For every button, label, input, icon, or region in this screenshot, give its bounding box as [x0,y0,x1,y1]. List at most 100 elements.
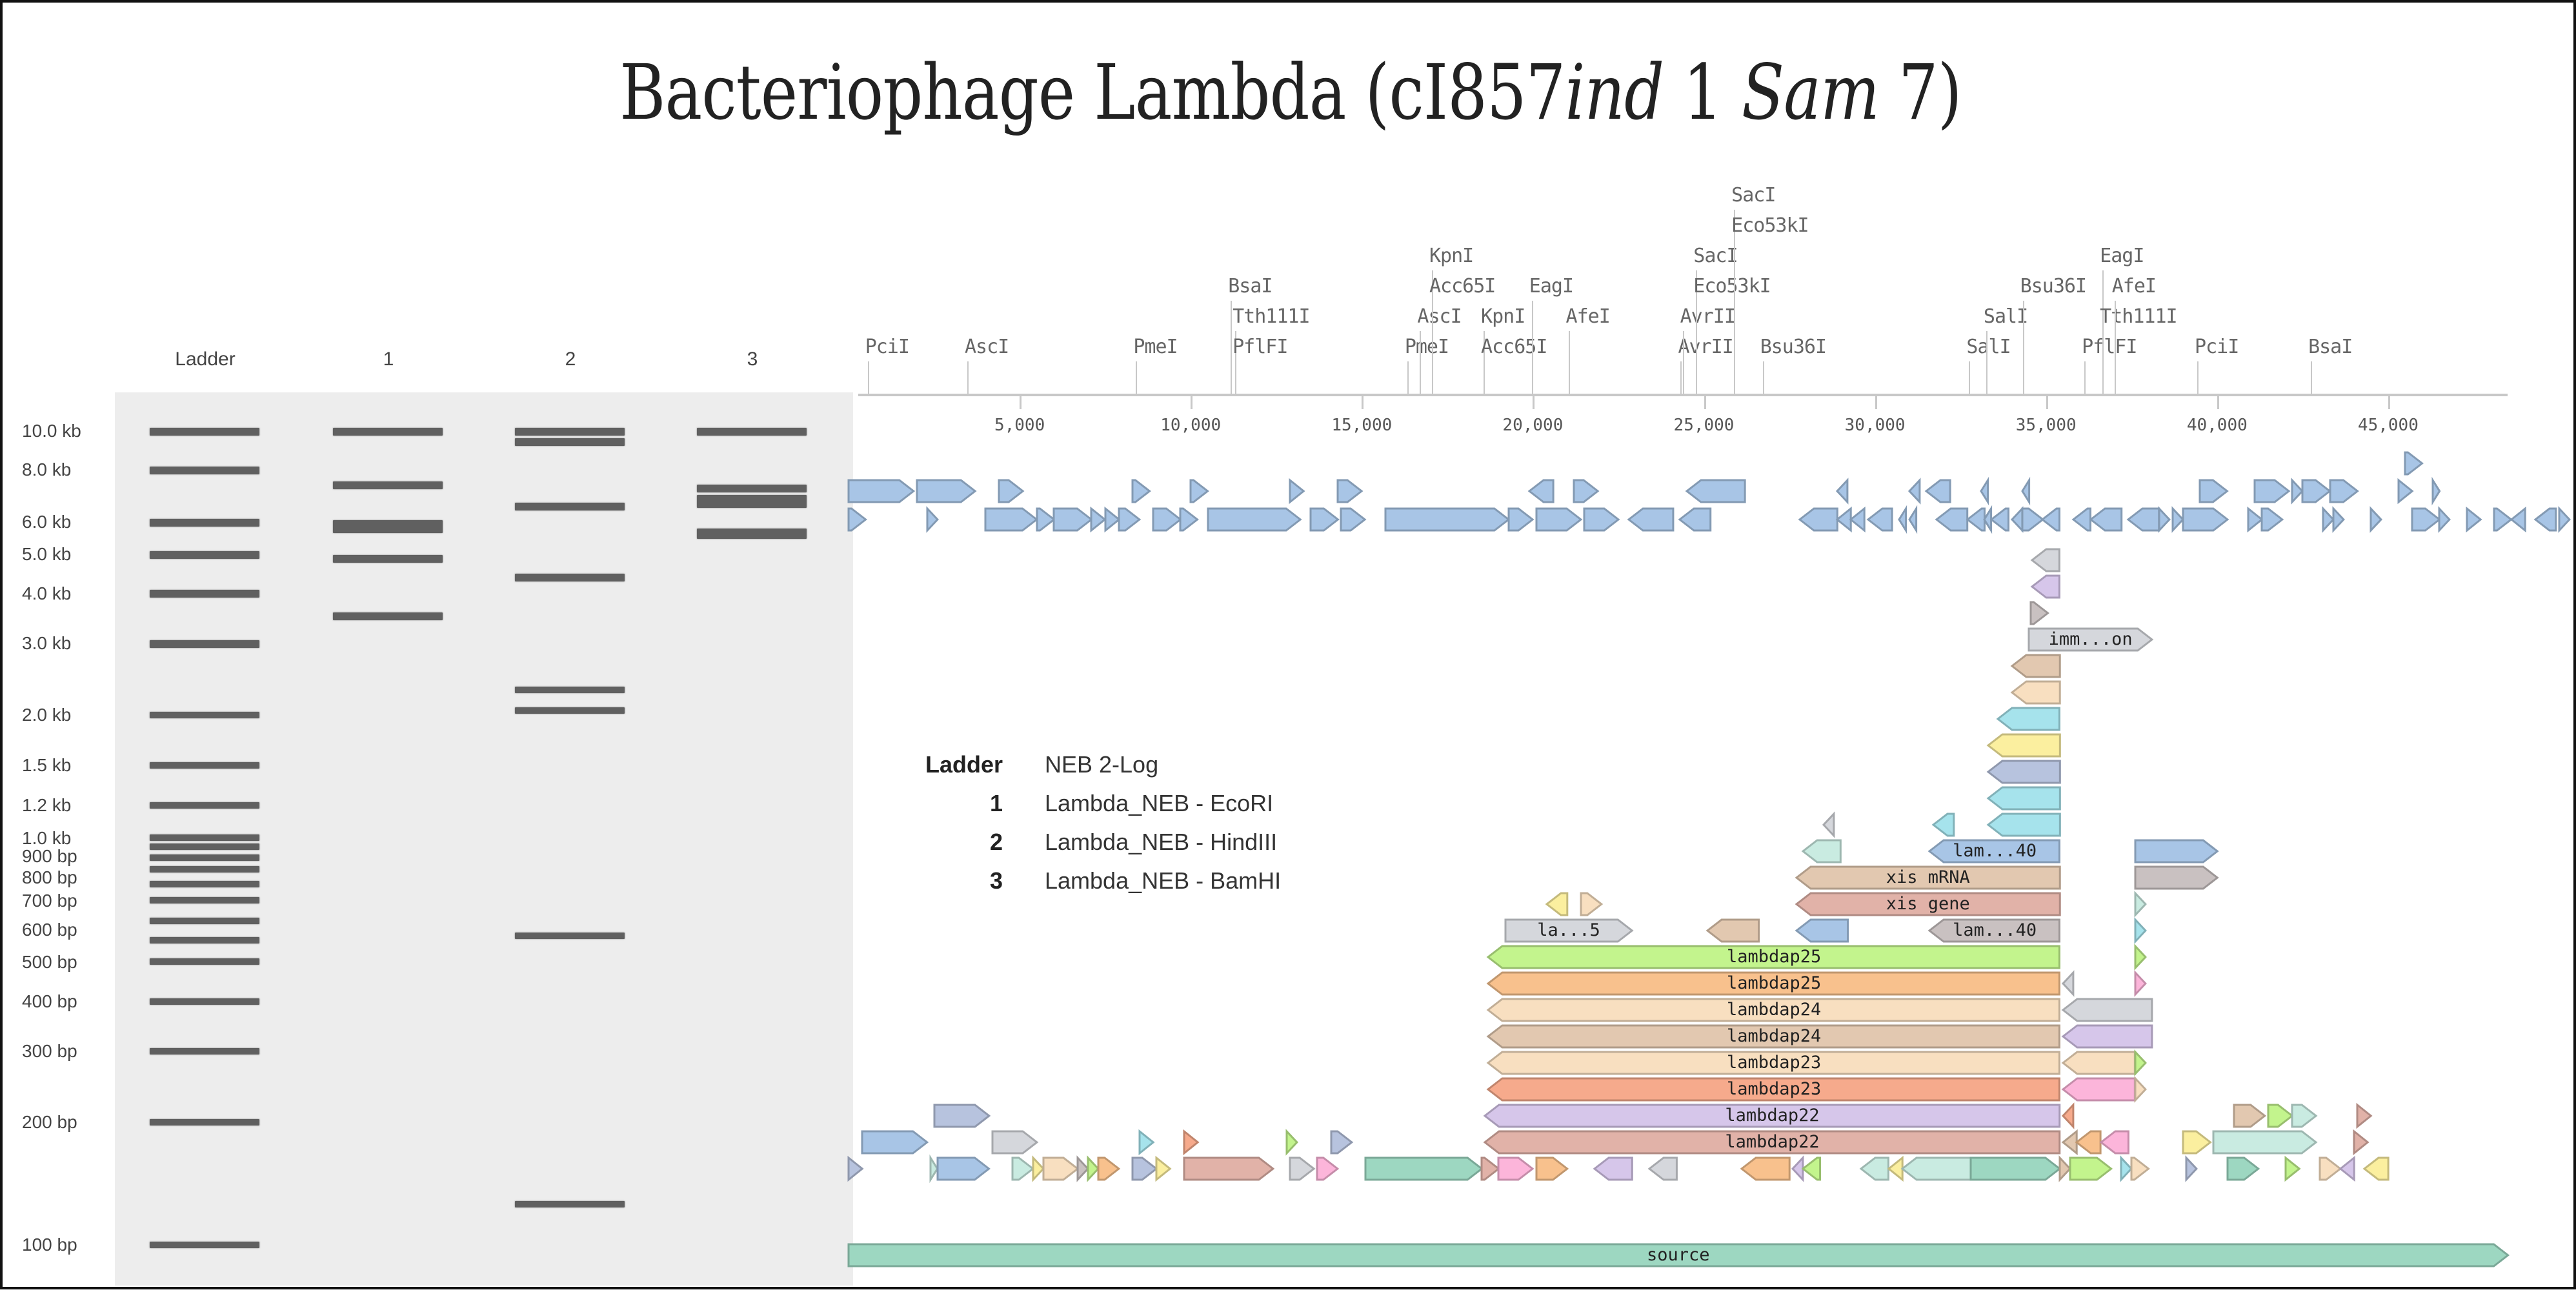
feature-lambdap24[interactable]: lambdap24 [1487,1024,2061,1049]
feature-arrow[interactable] [2182,1130,2212,1155]
feature-arrow[interactable] [1647,1156,1678,1181]
feature-arrow[interactable] [1801,839,1842,863]
feature-arrow[interactable] [2404,451,2424,476]
feature-arrow[interactable] [2126,507,2160,532]
feature-arrow[interactable] [2031,548,2061,572]
feature-arrow[interactable] [2158,506,2171,533]
feature-arrow[interactable] [1866,507,1893,532]
feature-arrow[interactable] [2558,506,2571,533]
feature-arrow[interactable] [2212,1130,2318,1155]
feature-arrow[interactable] [2029,601,2049,625]
feature-arrow[interactable] [1678,507,1712,532]
feature-arrow[interactable] [847,479,916,503]
feature-arrow[interactable] [2233,1104,2267,1128]
feature-arrow[interactable] [1152,507,1182,532]
feature-arrow[interactable] [1986,813,2061,837]
feature-arrow[interactable] [2061,1077,2137,1102]
feature-arrow[interactable] [2062,1102,2075,1129]
feature-arrow[interactable] [2134,1049,2147,1076]
feature-arrow[interactable] [2431,476,2441,506]
feature-arrow[interactable] [936,1156,991,1181]
feature-arrow[interactable] [1801,1156,1822,1181]
feature-arrow[interactable] [2322,506,2335,533]
feature-arrow[interactable] [847,1155,864,1182]
feature-arrow[interactable] [1289,478,1305,505]
feature-arrow[interactable] [1593,1156,1633,1181]
feature-arrow[interactable] [2182,507,2229,532]
feature-arrow[interactable] [1986,786,2061,811]
feature-arrow[interactable] [1336,479,1363,503]
feature-lambdap23[interactable]: lambdap23 [1487,1051,2061,1075]
feature-arrow[interactable] [2134,970,2147,997]
feature-arrow[interactable] [2301,479,2332,503]
feature-arrow[interactable] [2356,1102,2373,1129]
feature-arrow[interactable] [2291,1104,2319,1128]
feature-arrow[interactable] [1535,1156,1569,1181]
feature-arrow[interactable] [1032,1155,1045,1182]
feature-arrow[interactable] [1989,507,2009,532]
feature-arrow[interactable] [933,1104,991,1128]
feature-lambdap25[interactable]: lambdap25 [1487,945,2061,969]
feature-arrow[interactable] [1859,1156,1890,1181]
feature-arrow[interactable] [847,507,867,532]
feature-arrow[interactable] [2134,944,2147,971]
feature-arrow[interactable] [2353,1129,2370,1156]
feature-arrow[interactable] [1340,507,1367,532]
feature-arrow[interactable] [2134,917,2147,944]
feature-arrow[interactable] [2397,478,2414,505]
feature-arrow[interactable] [1740,1156,1791,1181]
feature-arrow[interactable] [1836,478,1849,505]
feature-arrow[interactable] [1087,1155,1100,1182]
feature-arrow[interactable] [861,1130,929,1155]
feature-arrow[interactable] [1309,507,1340,532]
feature-arrow[interactable] [1155,1155,1172,1182]
feature-arrow[interactable] [2291,478,2304,505]
feature-lambdap23[interactable]: lambdap23 [1487,1077,2061,1102]
feature-arrow[interactable] [1798,507,1838,532]
feature-arrow[interactable] [1285,1129,1298,1156]
feature-arrow[interactable] [1480,1156,1500,1181]
feature-arrow[interactable] [1042,1156,1080,1181]
feature-arrow[interactable] [1118,507,1142,532]
feature-arrow[interactable] [1997,707,2061,731]
feature-arrow[interactable] [1966,507,1986,532]
feature-arrow[interactable] [1330,1130,1353,1155]
feature-lambdap22[interactable]: lambdap22 [1483,1104,2061,1128]
feature-arrow[interactable] [1138,1129,1155,1156]
feature-arrow[interactable] [1986,760,2061,784]
feature-arrow[interactable] [1207,507,1302,532]
feature-arrow[interactable] [991,1130,1039,1155]
feature-arrow[interactable] [1179,507,1200,532]
feature-arrow[interactable] [1364,1156,1484,1181]
feature-arrow[interactable] [1835,506,1852,533]
feature-arrow[interactable] [1289,1156,1316,1181]
feature-arrow[interactable] [2010,506,2024,533]
feature-arrow[interactable] [1104,506,1121,533]
feature-arrow[interactable] [2061,1051,2137,1075]
feature-arrow[interactable] [2031,574,2061,599]
feature-arrow[interactable] [1527,479,1555,503]
feature-arrow[interactable] [1627,507,1675,532]
feature-arrow[interactable] [2253,479,2291,503]
feature-arrow[interactable] [2010,654,2061,678]
feature-arrow[interactable] [1986,733,2061,758]
feature-arrow[interactable] [1580,892,1603,916]
feature-arrow[interactable] [2134,839,2219,863]
feature-la-5[interactable]: la...5 [1504,918,1634,943]
feature-arrow[interactable] [2062,970,2075,997]
feature-arrow[interactable] [1076,1155,1090,1182]
feature-arrow[interactable] [1969,1156,2062,1181]
feature-arrow[interactable] [2362,1156,2390,1181]
feature-arrow[interactable] [1685,479,1746,503]
feature-arrow[interactable] [1849,506,1866,533]
feature-arrow[interactable] [2134,1076,2147,1103]
feature-arrow[interactable] [2226,1156,2260,1181]
feature-arrow[interactable] [2040,507,2061,532]
feature-arrow[interactable] [2339,1155,2355,1182]
feature-arrow[interactable] [1900,1156,1972,1181]
feature-arrow[interactable] [1090,506,1107,533]
feature-arrow[interactable] [1935,507,1969,532]
feature-arrow[interactable] [1189,479,1210,503]
feature-arrow[interactable] [2061,998,2153,1022]
feature-arrow[interactable] [2071,507,2092,532]
